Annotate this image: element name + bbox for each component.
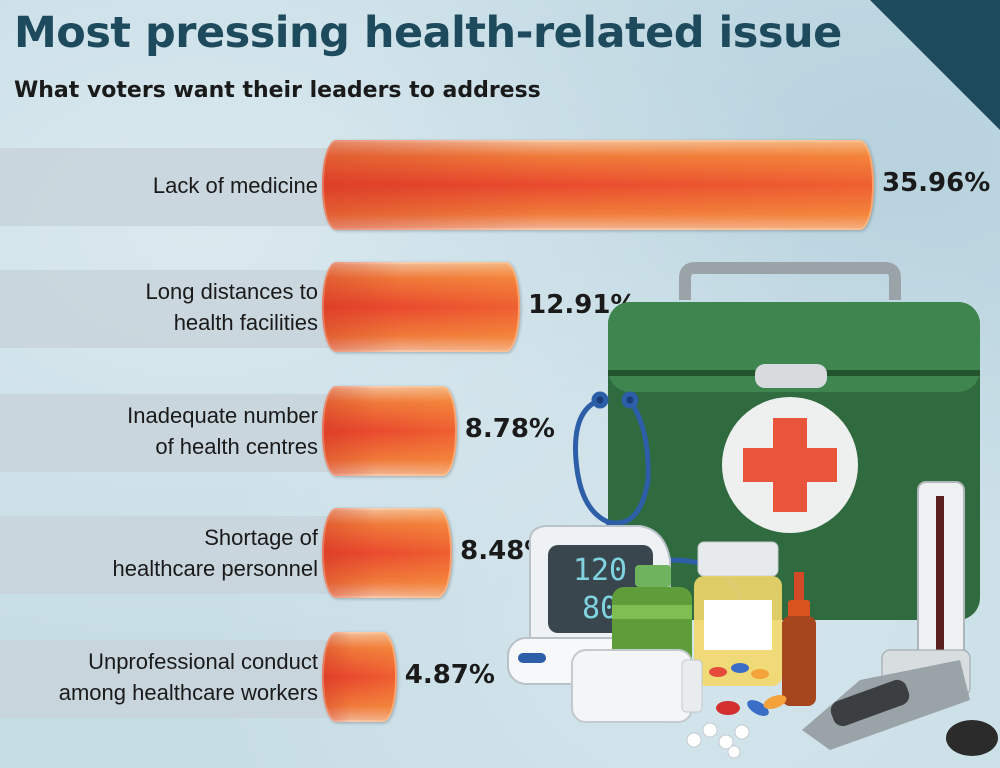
- sphygmomanometer-icon: [802, 481, 998, 756]
- pill-jar-icon: [694, 541, 782, 686]
- category-band: [0, 270, 330, 348]
- value-label: 8.78%: [464, 414, 555, 444]
- bar: [322, 140, 874, 230]
- value-label: 4.87%: [404, 660, 495, 690]
- dropper-bottle-icon: [782, 572, 816, 706]
- bar: [322, 508, 453, 598]
- first-aid-kit-icon: [608, 262, 980, 620]
- category-label: Long distances to health facilities: [145, 279, 318, 335]
- category-band: [0, 640, 330, 718]
- medical-illustration: 120 80: [507, 262, 998, 759]
- category-label: Shortage of healthcare personnel: [112, 525, 318, 581]
- bar: [322, 262, 521, 352]
- value-label: 35.96%: [882, 168, 991, 198]
- category-label: Lack of medicine: [152, 172, 318, 198]
- chart-subtitle: What voters want their leaders to addres…: [14, 78, 541, 103]
- bar: [322, 632, 397, 722]
- corner-accent: [870, 0, 1000, 130]
- category-band: [0, 148, 330, 226]
- category-label: Inadequate number of health centres: [127, 403, 318, 459]
- category-band: [0, 516, 330, 594]
- spilled-pill-bottle-icon: [571, 649, 787, 759]
- bp-systolic-readout: 120: [573, 553, 627, 588]
- category-band: [0, 394, 330, 472]
- chart-title: Most pressing health-related issue: [14, 8, 842, 58]
- bar: [322, 386, 457, 476]
- category-label: Unprofessional conduct among healthcare …: [58, 649, 318, 705]
- pills-icon: [686, 722, 750, 759]
